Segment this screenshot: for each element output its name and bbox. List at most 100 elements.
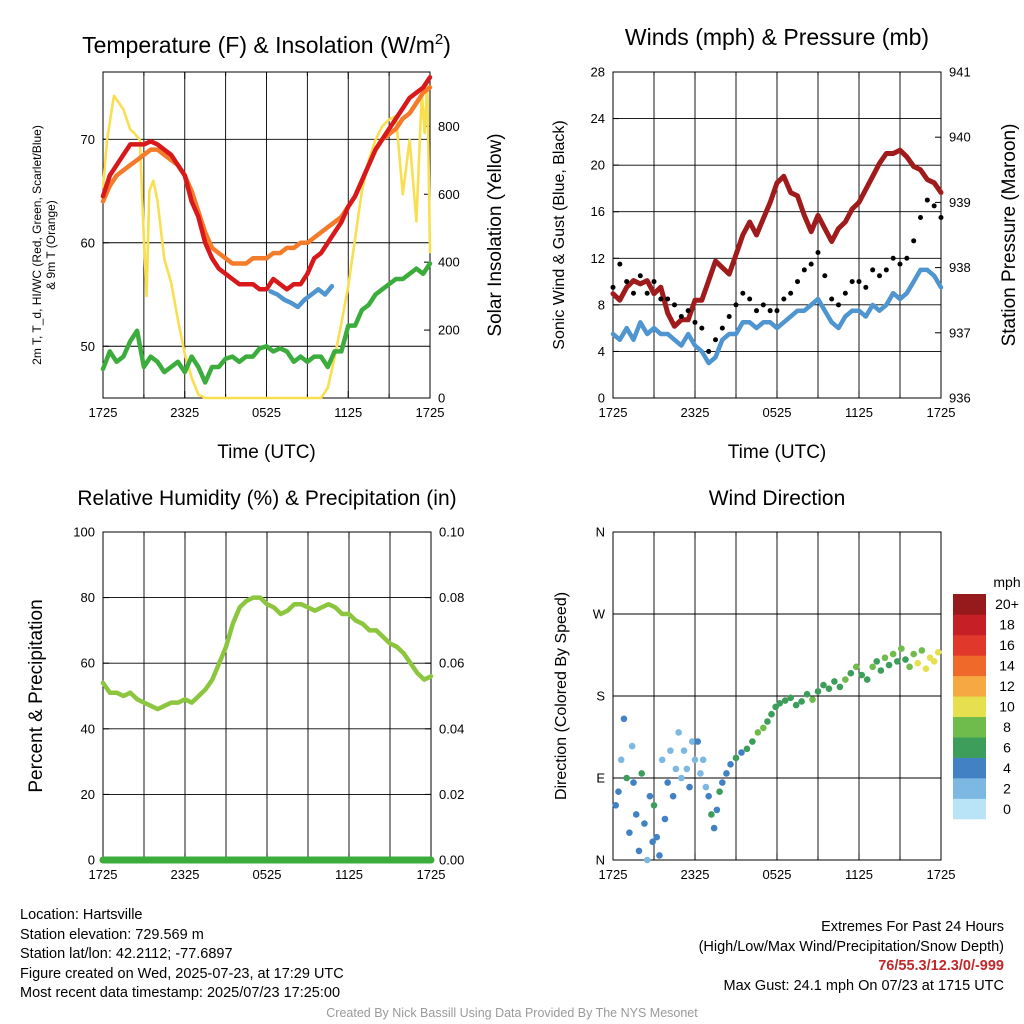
direction-point: [754, 729, 762, 736]
y-tick-label: 28: [591, 65, 605, 80]
direction-point: [847, 669, 855, 677]
gust-point: [788, 290, 794, 296]
direction-point: [825, 685, 833, 693]
direction-point: [776, 699, 784, 707]
gust-point: [767, 308, 773, 314]
colorbar-swatch: [953, 634, 986, 656]
chart-title: Relative Humidity (%) & Precipitation (i…: [77, 487, 456, 510]
direction-point: [623, 774, 630, 782]
y-tick-label: 16: [591, 204, 605, 219]
gust-point: [877, 273, 882, 279]
direction-point: [820, 681, 827, 689]
gust-point: [918, 215, 923, 221]
direction-point: [743, 745, 751, 753]
direction-point: [798, 698, 805, 705]
direction-point: [656, 852, 663, 859]
direction-point: [914, 659, 922, 667]
gust-point: [672, 302, 677, 308]
direction-point: [612, 802, 620, 809]
direction-point: [893, 658, 901, 665]
gust-point: [631, 290, 636, 296]
direction-point: [713, 806, 721, 814]
y-tick-label: 20: [591, 158, 605, 173]
direction-point: [918, 647, 926, 654]
gust-point: [644, 290, 650, 296]
x-tick-label: 1725: [599, 405, 628, 420]
series-relative-humidity: [100, 595, 434, 712]
y-tick-label: 60: [81, 656, 95, 671]
direction-point: [852, 663, 860, 671]
y2-tick-label: 0.04: [439, 721, 464, 736]
gust-point: [911, 238, 917, 244]
direction-point: [678, 774, 685, 782]
speed-colorbar: mph 0 2 4 6 8 10 12 14 16 18 20+: [953, 574, 1021, 820]
y2-tick-label: 940: [949, 130, 971, 145]
gust-point: [836, 302, 841, 308]
colorbar-swatch: [953, 737, 986, 758]
x-tick-label: 0525: [252, 405, 281, 420]
y2-tick-label: 600: [438, 187, 460, 202]
gust-point: [747, 296, 753, 302]
x-axis-label: Time (UTC): [217, 442, 316, 463]
colorbar-label: 20+: [995, 596, 1019, 612]
y2-tick-label: 0.02: [439, 787, 464, 802]
direction-point: [694, 738, 702, 745]
gust-point: [842, 290, 848, 296]
colorbar-label: 0: [1003, 801, 1011, 817]
direction-point: [626, 829, 633, 836]
direction-point: [727, 761, 734, 768]
direction-point: [643, 856, 651, 864]
y-tick-label: 20: [81, 787, 95, 802]
direction-point: [803, 690, 811, 698]
series-station-pressure: [610, 147, 944, 329]
x-axis-label: Time (UTC): [728, 442, 827, 463]
y2-tick-label: 0: [438, 391, 445, 406]
direction-point: [877, 667, 885, 674]
gust-point: [849, 279, 855, 285]
direction-point: [764, 718, 771, 725]
direction-point: [620, 715, 628, 723]
gust-point: [863, 284, 869, 290]
direction-point: [716, 788, 723, 795]
gust-point: [829, 296, 835, 302]
direction-point: [649, 838, 656, 846]
y-axis-label: Direction (Colored By Speed): [553, 592, 570, 800]
panel-2: 1725 2325 0525 1125 172504812162024289369379…: [551, 24, 1020, 463]
direction-point: [719, 779, 726, 786]
recent-timestamp: Most recent data timestamp: 2025/07/23 1…: [20, 985, 341, 1002]
gust-point: [685, 308, 691, 314]
direction-point: [635, 847, 643, 855]
direction-point: [934, 648, 942, 656]
gust-point: [781, 296, 787, 302]
y2-tick-label: 0.06: [439, 656, 464, 671]
direction-point: [667, 747, 674, 754]
gust-point: [658, 296, 664, 302]
x-tick-label: 1725: [416, 405, 445, 420]
y2-tick-label: 938: [949, 260, 971, 275]
gust-point: [760, 302, 766, 308]
colorbar-title: mph: [993, 574, 1020, 590]
direction-point: [708, 811, 715, 818]
y2-axis-label: Solar Insolation (Yellow): [485, 133, 506, 336]
station-latlon: Station lat/lon: 42.2112; -77.6897: [20, 946, 233, 963]
direction-point: [836, 683, 844, 691]
direction-point: [669, 792, 677, 800]
chart-title: Wind Direction: [709, 487, 846, 510]
extremes-title: Extremes For Past 24 Hours: [821, 919, 1004, 935]
y-tick-label: E: [596, 771, 605, 786]
x-tick-label: 2325: [171, 867, 200, 882]
colorbar-label: 4: [1003, 760, 1011, 776]
station-info: Location: Hartsville Station elevation: …: [20, 906, 344, 1004]
colorbar-swatch: [953, 696, 986, 718]
direction-point: [617, 756, 625, 764]
direction-point: [688, 738, 696, 745]
gust-point: [740, 290, 746, 296]
y-tick-label: N: [596, 525, 605, 540]
y-tick-label: 4: [598, 344, 605, 359]
x-tick-label: 1725: [599, 867, 628, 882]
gust-point: [610, 284, 616, 290]
y-tick-label: 40: [81, 721, 95, 736]
y-tick-label: 70: [81, 132, 95, 147]
direction-point: [702, 783, 710, 791]
x-tick-label: 1725: [89, 867, 118, 882]
